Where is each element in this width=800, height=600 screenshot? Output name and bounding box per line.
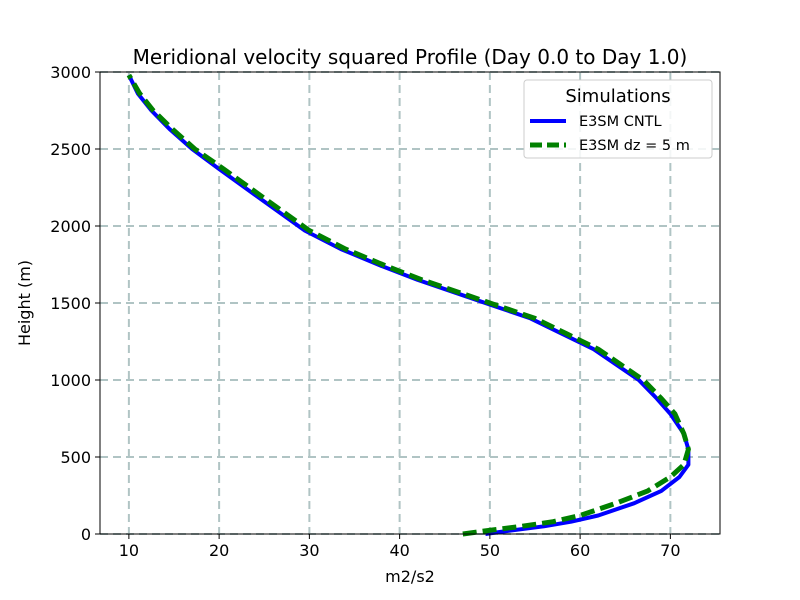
- x-axis: 10 20 30 40 50 60 70: [119, 534, 681, 560]
- legend: Simulations E3SM CNTL E3SM dz = 5 m: [523, 79, 713, 159]
- y-tick-label: 3000: [50, 63, 91, 82]
- x-axis-label: m2/s2: [385, 567, 435, 586]
- chart-title: Meridional velocity squared Profile (Day…: [133, 45, 688, 69]
- series-line-e3sm-dz5: [126, 73, 691, 537]
- series-group: [126, 73, 691, 537]
- y-tick-label: 2000: [50, 217, 91, 236]
- legend-box: [523, 79, 713, 159]
- x-tick-label: 60: [570, 541, 590, 560]
- x-tick-label: 10: [119, 541, 139, 560]
- x-tick-label: 30: [299, 541, 319, 560]
- y-tick-label: 1500: [50, 294, 91, 313]
- series-line-e3sm-cntl: [127, 74, 691, 536]
- legend-title: Simulations: [565, 86, 670, 107]
- x-tick-label: 20: [209, 541, 229, 560]
- x-tick-label: 50: [480, 541, 500, 560]
- x-tick-label: 40: [389, 541, 409, 560]
- grid: [100, 71, 720, 535]
- y-tick-label: 1000: [50, 371, 91, 390]
- y-axis: 0 500 1000 1500 2000 2500 3000: [50, 63, 100, 544]
- x-tick-label: 70: [660, 541, 680, 560]
- y-tick-label: 500: [60, 448, 91, 467]
- legend-label-e3sm-dz5: E3SM dz = 5 m: [579, 138, 690, 154]
- y-tick-label: 2500: [50, 140, 91, 159]
- y-tick-label: 0: [81, 525, 91, 544]
- y-axis-label: Height (m): [15, 260, 34, 346]
- legend-label-e3sm-cntl: E3SM CNTL: [579, 114, 662, 130]
